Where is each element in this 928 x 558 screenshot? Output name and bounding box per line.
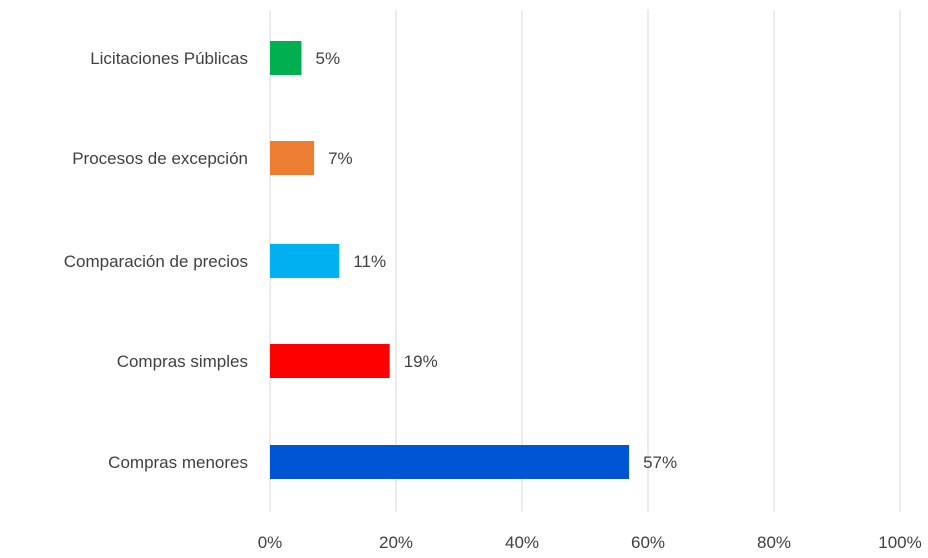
- x-tick-label: 40%: [505, 533, 539, 552]
- category-label: Comparación de precios: [64, 252, 248, 271]
- data-label: 19%: [404, 352, 438, 371]
- category-labels: Licitaciones Públicas Procesos de excepci…: [64, 49, 248, 472]
- x-axis-tick-labels: 0% 20% 40% 60% 80% 100%: [258, 533, 922, 552]
- bar: [270, 344, 390, 378]
- bars: [270, 41, 630, 479]
- x-tick-label: 80%: [757, 533, 791, 552]
- category-label: Procesos de excepción: [72, 149, 248, 168]
- x-tick-label: 100%: [878, 533, 921, 552]
- x-tick-label: 60%: [631, 533, 665, 552]
- bar: [270, 244, 340, 278]
- x-tick-label: 0%: [258, 533, 283, 552]
- bar: [270, 41, 302, 75]
- data-labels: 5% 7% 11% 19% 57%: [316, 49, 678, 472]
- x-tick-label: 20%: [379, 533, 413, 552]
- bar: [270, 141, 315, 175]
- category-label: Compras menores: [108, 453, 248, 472]
- data-label: 5%: [316, 49, 341, 68]
- data-label: 57%: [643, 453, 677, 472]
- data-label: 7%: [328, 149, 353, 168]
- category-label: Licitaciones Públicas: [90, 49, 248, 68]
- bar: [270, 445, 630, 479]
- category-label: Compras simples: [117, 352, 248, 371]
- data-label: 11%: [353, 252, 386, 271]
- grid-lines: [269, 10, 901, 512]
